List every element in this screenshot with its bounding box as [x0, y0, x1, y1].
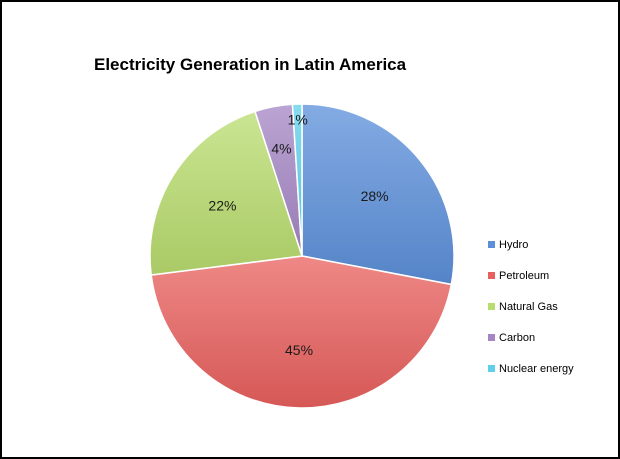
legend-swatch-hydro — [488, 241, 495, 248]
legend-item-nuclear-energy: Nuclear energy — [488, 361, 574, 376]
legend-item-hydro: Hydro — [488, 237, 574, 252]
legend-label-hydro: Hydro — [499, 238, 529, 251]
pie-slice-natural-gas — [149, 110, 303, 276]
data-label-nuclear-energy: 1% — [288, 111, 308, 127]
legend-item-natural-gas: Natural Gas — [488, 299, 574, 314]
chart-title: Electricity Generation in Latin America — [94, 55, 407, 74]
data-label-natural-gas: 22% — [208, 198, 236, 214]
legend-label-nuclear-energy: Nuclear energy — [499, 362, 574, 375]
pie-slice-petroleum — [150, 255, 453, 409]
legend-label-petroleum: Petroleum — [499, 269, 550, 282]
chart-legend: Hydro Petroleum Natural Gas Carbon Nucle… — [488, 237, 574, 392]
legend-label-carbon: Carbon — [499, 331, 536, 344]
legend-swatch-nuclear-energy — [488, 365, 495, 372]
pie-slice-hydro — [301, 103, 455, 286]
data-label-petroleum: 45% — [285, 342, 313, 358]
legend-item-petroleum: Petroleum — [488, 268, 574, 283]
data-label-hydro: 28% — [361, 188, 389, 204]
legend-swatch-carbon — [488, 334, 495, 341]
legend-swatch-petroleum — [488, 272, 495, 279]
data-label-carbon: 4% — [271, 140, 291, 156]
legend-item-carbon: Carbon — [488, 330, 574, 345]
legend-swatch-natural-gas — [488, 303, 495, 310]
legend-label-natural-gas: Natural Gas — [499, 300, 558, 313]
pie-slice-nuclear-energy — [291, 103, 303, 257]
